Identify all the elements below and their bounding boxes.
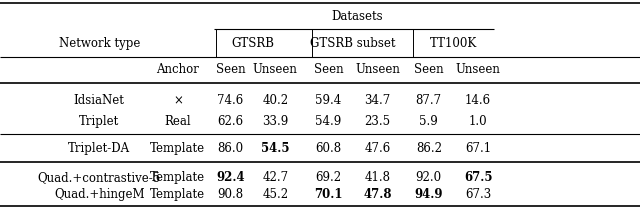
Text: Unseen: Unseen [456,63,500,76]
Text: Template: Template [150,142,205,155]
Text: Datasets: Datasets [332,10,383,23]
Text: 86.2: 86.2 [416,142,442,155]
Text: 14.6: 14.6 [465,94,491,107]
Text: 62.6: 62.6 [218,115,243,128]
Text: 23.5: 23.5 [365,115,390,128]
Text: 70.1: 70.1 [314,188,342,201]
Text: 67.5: 67.5 [464,171,492,184]
Text: 94.9: 94.9 [415,188,443,201]
Text: Seen: Seen [216,63,245,76]
Text: ×: × [173,94,183,107]
Text: 33.9: 33.9 [262,115,289,128]
Text: 34.7: 34.7 [364,94,391,107]
Text: 40.2: 40.2 [262,94,288,107]
Text: Anchor: Anchor [157,63,199,76]
Text: 47.8: 47.8 [364,188,392,201]
Text: 92.0: 92.0 [416,171,442,184]
Text: 74.6: 74.6 [217,94,244,107]
Text: 41.8: 41.8 [365,171,390,184]
Text: 45.2: 45.2 [262,188,288,201]
Text: Seen: Seen [414,63,444,76]
Text: 47.6: 47.6 [364,142,391,155]
Text: Template: Template [150,188,205,201]
Text: 1.0: 1.0 [468,115,488,128]
Text: 92.4: 92.4 [216,171,244,184]
Text: 54.9: 54.9 [315,115,342,128]
Text: 59.4: 59.4 [315,94,342,107]
Text: Seen: Seen [314,63,343,76]
Text: 54.5: 54.5 [261,142,289,155]
Text: 42.7: 42.7 [262,171,288,184]
Text: TT100K: TT100K [430,37,477,50]
Text: 90.8: 90.8 [218,188,243,201]
Text: GTSRB: GTSRB [231,37,275,50]
Text: 5.9: 5.9 [419,115,438,128]
Text: 67.3: 67.3 [465,188,492,201]
Text: Quad.+contrastive-5: Quad.+contrastive-5 [38,171,161,184]
Text: 87.7: 87.7 [416,94,442,107]
Text: 60.8: 60.8 [316,142,341,155]
Text: Unseen: Unseen [253,63,298,76]
Text: 86.0: 86.0 [218,142,243,155]
Text: 69.2: 69.2 [316,171,341,184]
Text: Unseen: Unseen [355,63,400,76]
Text: Triplet: Triplet [79,115,119,128]
Text: Template: Template [150,171,205,184]
Text: Quad.+hingeM: Quad.+hingeM [54,188,145,201]
Text: GTSRB subset: GTSRB subset [310,37,396,50]
Text: Network type: Network type [58,37,140,50]
Text: 67.1: 67.1 [465,142,491,155]
Text: IdsiaNet: IdsiaNet [74,94,125,107]
Text: Real: Real [164,115,191,128]
Text: Triplet-DA: Triplet-DA [68,142,131,155]
